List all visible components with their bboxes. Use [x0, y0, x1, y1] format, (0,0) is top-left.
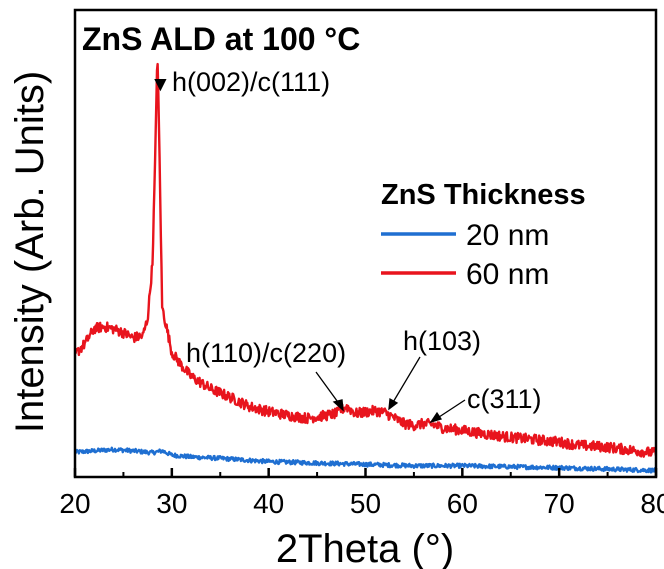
- series-line-20nm: [75, 446, 656, 474]
- curves-layer: [75, 62, 656, 474]
- arrow-head-c311: [429, 411, 443, 424]
- legend-label-60nm: 60 nm: [466, 258, 549, 291]
- x-tick-label-70: 70: [544, 488, 575, 519]
- annotation-arrows: [315, 356, 466, 424]
- x-axis-label: 2Theta (°): [276, 527, 454, 569]
- x-tick-label-40: 40: [253, 488, 284, 519]
- annotation-h103: h(103): [403, 326, 481, 356]
- x-tick-label-20: 20: [59, 488, 90, 519]
- arrow-head-h103: [388, 397, 399, 411]
- annotation-c311: c(311): [467, 384, 542, 414]
- legend-title: ZnS Thickness: [381, 179, 586, 211]
- chart-title: ZnS ALD at 100 °C: [82, 21, 360, 57]
- annotation-h002-c111: h(002)/c(111): [172, 67, 330, 97]
- arrow-head-h110-c220: [332, 399, 344, 412]
- legend-label-20nm: 20 nm: [466, 219, 549, 252]
- annotation-h110-c220: h(110)/c(220): [186, 338, 346, 368]
- y-axis-label: Intensity (Arb. Units): [8, 71, 52, 433]
- arrow-h110-c220: [315, 371, 341, 406]
- x-tick-label-30: 30: [156, 488, 187, 519]
- plot-frame: [73, 8, 658, 479]
- x-tick-label-60: 60: [447, 488, 478, 519]
- peak-marker-triangle: ▼: [150, 73, 171, 96]
- x-tick-label-50: 50: [350, 488, 381, 519]
- series-line-60nm: [75, 62, 656, 458]
- x-tick-label-80: 80: [640, 488, 664, 519]
- x-ticks-layer: 20 30 40 50 60 70 80: [59, 468, 664, 519]
- arrow-c311: [435, 399, 466, 420]
- arrow-h103: [391, 356, 421, 405]
